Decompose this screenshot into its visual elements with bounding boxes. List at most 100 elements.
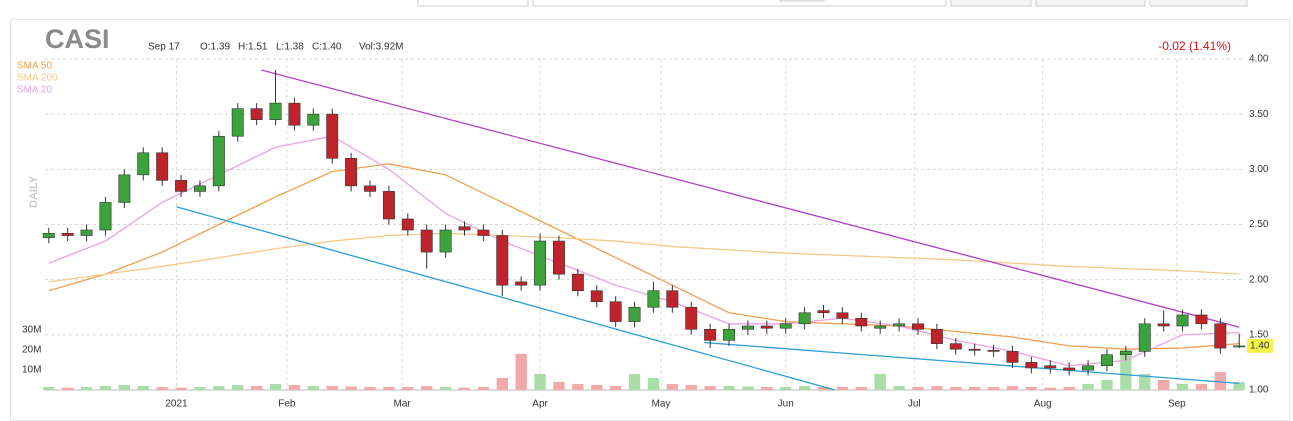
volume-bar [855, 386, 867, 390]
candle-body [345, 158, 358, 187]
price-tag-label: 1.40 [1250, 341, 1270, 352]
volume-bar [137, 385, 149, 390]
volume-bar [118, 384, 131, 390]
candle-body [175, 180, 188, 192]
candle-body [61, 233, 74, 236]
candle-body [364, 185, 376, 192]
volume-bar [43, 386, 55, 390]
volume-bar [80, 386, 93, 390]
frame [10, 19, 1290, 421]
candle-body [250, 108, 263, 120]
volume-bar [421, 385, 433, 390]
volume-bar [874, 373, 886, 390]
volume-bar [1082, 383, 1094, 390]
candle-body [912, 323, 924, 330]
x-tick-label: May [652, 399, 671, 410]
volume-bar [383, 386, 395, 390]
x-tick-label: Jun [778, 399, 794, 410]
volume-bar [156, 386, 168, 390]
volume-bar [1025, 386, 1038, 390]
candle-body [401, 218, 414, 231]
toolbar-box[interactable] [532, 0, 947, 7]
volume-bar [628, 373, 641, 390]
toolbar-box[interactable] [779, 0, 825, 2]
volume-bar [666, 383, 679, 390]
candle-body [1006, 351, 1019, 363]
candle-body [496, 235, 509, 286]
volume-bar [742, 386, 754, 390]
y2-tick-label: 30M [22, 324, 41, 335]
y-tick-label: 2.00 [1249, 274, 1269, 285]
candle-body [269, 102, 282, 120]
y-tick-label: 1.00 [1249, 385, 1269, 396]
ohlc: O:1.39 [200, 42, 230, 53]
volume-bar [1157, 379, 1170, 390]
candle-body [836, 312, 849, 319]
candle-body [477, 229, 490, 236]
candle-body [609, 301, 622, 322]
volume-bar [893, 385, 905, 390]
candle-body [534, 240, 547, 286]
x-tick-label: Sep [1168, 399, 1186, 410]
candle-body [723, 329, 736, 341]
candle-body [118, 174, 131, 203]
volume-bar [950, 386, 962, 390]
volume-bar [685, 384, 697, 390]
candle-body [1100, 354, 1113, 367]
candle-body [137, 152, 150, 176]
volume-bar [572, 383, 584, 390]
volume-bar [477, 386, 490, 390]
candle-body [666, 290, 679, 308]
candle-body [1044, 365, 1057, 369]
change: -0.02 (1.41%) [1158, 39, 1231, 53]
volume-bar [912, 386, 924, 390]
volume-bar [1044, 387, 1056, 390]
volume-bar [704, 385, 716, 390]
toolbar-button[interactable] [1035, 0, 1146, 7]
volume-bar [194, 386, 206, 390]
y-tick-label: 3.50 [1249, 109, 1269, 120]
volume-bar [232, 384, 244, 390]
candle-body [685, 306, 698, 330]
candle-body [193, 185, 206, 192]
candle-body [760, 325, 773, 329]
candle-body [798, 312, 811, 325]
volume-bar [723, 385, 735, 390]
volume-bar [780, 386, 792, 390]
candle-body [647, 290, 660, 308]
volume-bar [402, 386, 414, 390]
candle-body [42, 233, 55, 239]
volume-bar [496, 377, 508, 390]
candle-body [779, 323, 792, 329]
candle-body [212, 135, 225, 187]
x-tick-label: Apr [532, 399, 548, 410]
candle-body [1195, 314, 1208, 325]
candle-body [156, 152, 169, 181]
ticker: CASI [45, 24, 110, 54]
y-tick-label: 1.50 [1249, 329, 1269, 340]
candle-body [439, 229, 452, 253]
y2-tick-label: 20M [22, 345, 41, 356]
candle-body [1138, 323, 1151, 352]
candle-body [80, 229, 93, 236]
volume-bar [553, 381, 565, 390]
candle-body [552, 240, 565, 275]
candle-body [704, 329, 717, 341]
toolbar-box[interactable] [417, 0, 529, 7]
candle-body [968, 348, 981, 351]
trendline [261, 69, 1240, 328]
sma-line [48, 232, 1240, 283]
x-tick-label: Feb [278, 399, 296, 410]
volume-bar [1006, 385, 1019, 390]
candle-body [987, 349, 1000, 352]
volume-bar [817, 386, 830, 390]
candle-body [1063, 367, 1076, 371]
volume-bar [439, 386, 452, 390]
toolbar-button[interactable] [950, 0, 1032, 7]
toolbar-button[interactable] [1149, 0, 1248, 7]
candle-body [288, 102, 301, 126]
price-tag [1247, 338, 1273, 353]
legend-label: SMA 20 [17, 85, 52, 96]
y2-tick-label: 10M [22, 365, 41, 376]
volume-bar [1101, 379, 1113, 390]
